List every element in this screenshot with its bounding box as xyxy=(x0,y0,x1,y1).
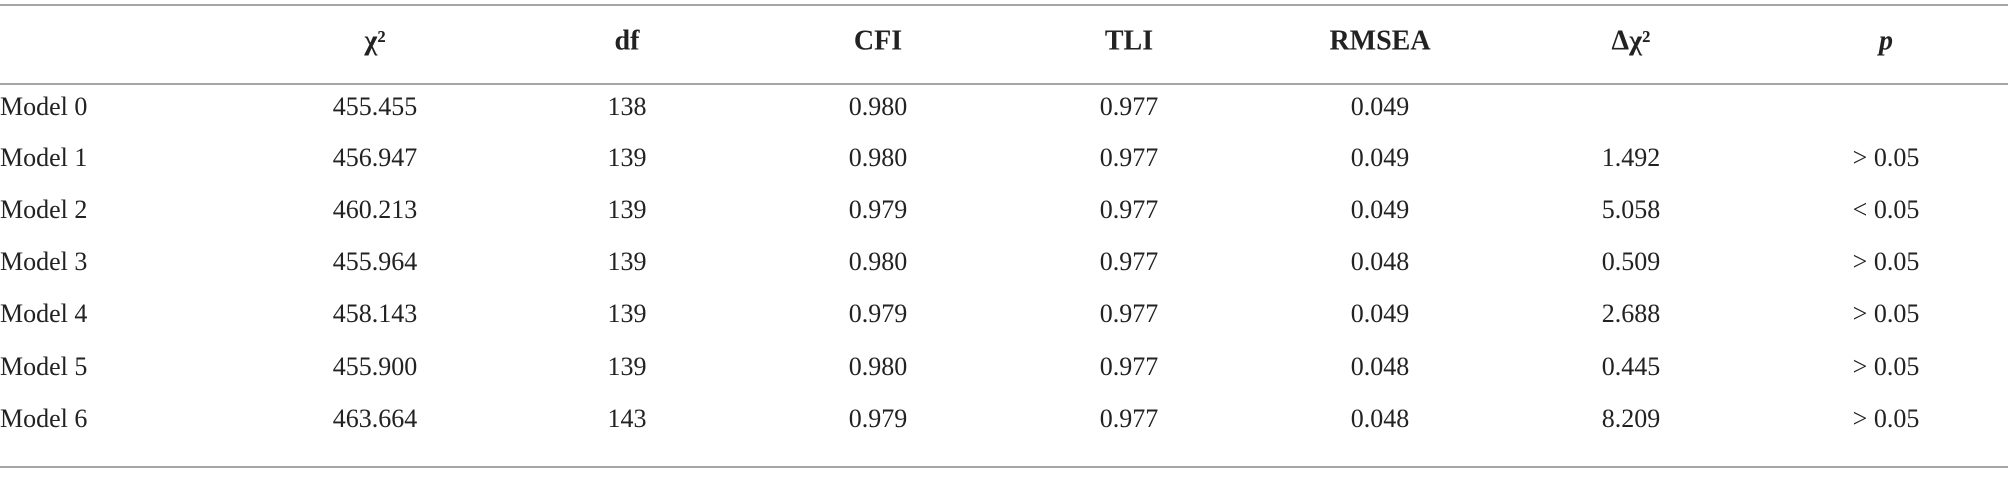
row-label: Model 3 xyxy=(0,247,87,276)
cell: 143 xyxy=(608,404,647,433)
cell: > 0.05 xyxy=(1853,247,1920,276)
cell: 458.143 xyxy=(333,299,418,328)
cell: 0.977 xyxy=(1100,92,1159,121)
column-header: χ² xyxy=(363,25,385,56)
cell: 0.048 xyxy=(1351,352,1410,381)
cell: 0.977 xyxy=(1100,247,1159,276)
cell: 0.980 xyxy=(849,247,908,276)
column-header: CFI xyxy=(854,25,902,56)
cell: 0.980 xyxy=(849,143,908,172)
cell: 139 xyxy=(608,195,647,224)
cell: 0.977 xyxy=(1100,299,1159,328)
cell: 139 xyxy=(608,299,647,328)
cell: 1.492 xyxy=(1602,143,1661,172)
cell: > 0.05 xyxy=(1853,352,1920,381)
cell: 0.445 xyxy=(1602,352,1661,381)
row-label: Model 0 xyxy=(0,92,87,121)
cell: 0.979 xyxy=(849,404,908,433)
row-label: Model 2 xyxy=(0,195,87,224)
cell: > 0.05 xyxy=(1853,143,1920,172)
cell: 0.049 xyxy=(1351,299,1410,328)
cell: 456.947 xyxy=(333,143,418,172)
cell: 0.049 xyxy=(1351,92,1410,121)
cell: 455.964 xyxy=(333,247,418,276)
cell: 0.977 xyxy=(1100,404,1159,433)
cell: 8.209 xyxy=(1602,404,1661,433)
row-label: Model 1 xyxy=(0,143,87,172)
cell: 0.979 xyxy=(849,299,908,328)
cell: 455.900 xyxy=(333,352,418,381)
cell: 139 xyxy=(608,143,647,172)
cell: > 0.05 xyxy=(1853,404,1920,433)
cell: 0.977 xyxy=(1100,143,1159,172)
cell: 139 xyxy=(608,247,647,276)
cell: 5.058 xyxy=(1602,195,1661,224)
cell: 0.048 xyxy=(1351,247,1410,276)
column-header: TLI xyxy=(1105,25,1153,56)
cell: 0.049 xyxy=(1351,195,1410,224)
row-label: Model 5 xyxy=(0,352,87,381)
cell: 0.977 xyxy=(1100,195,1159,224)
cell: 455.455 xyxy=(333,92,418,121)
cell: 0.980 xyxy=(849,352,908,381)
cell: 0.509 xyxy=(1602,247,1661,276)
column-header: RMSEA xyxy=(1329,25,1431,56)
cell: 0.980 xyxy=(849,92,908,121)
cell: < 0.05 xyxy=(1853,195,1920,224)
cell: 463.664 xyxy=(333,404,418,433)
cell: 0.049 xyxy=(1351,143,1410,172)
cell: 0.979 xyxy=(849,195,908,224)
column-header: p xyxy=(1877,25,1893,56)
cell: 0.048 xyxy=(1351,404,1410,433)
cell: 139 xyxy=(608,352,647,381)
cell: 2.688 xyxy=(1602,299,1661,328)
row-label: Model 6 xyxy=(0,404,87,433)
cell: 0.977 xyxy=(1100,352,1159,381)
cell: > 0.05 xyxy=(1853,299,1920,328)
row-label: Model 4 xyxy=(0,299,87,328)
column-header: df xyxy=(615,25,641,56)
cell: 138 xyxy=(608,92,647,121)
cell: 460.213 xyxy=(333,195,418,224)
column-header: Δχ² xyxy=(1612,25,1651,56)
